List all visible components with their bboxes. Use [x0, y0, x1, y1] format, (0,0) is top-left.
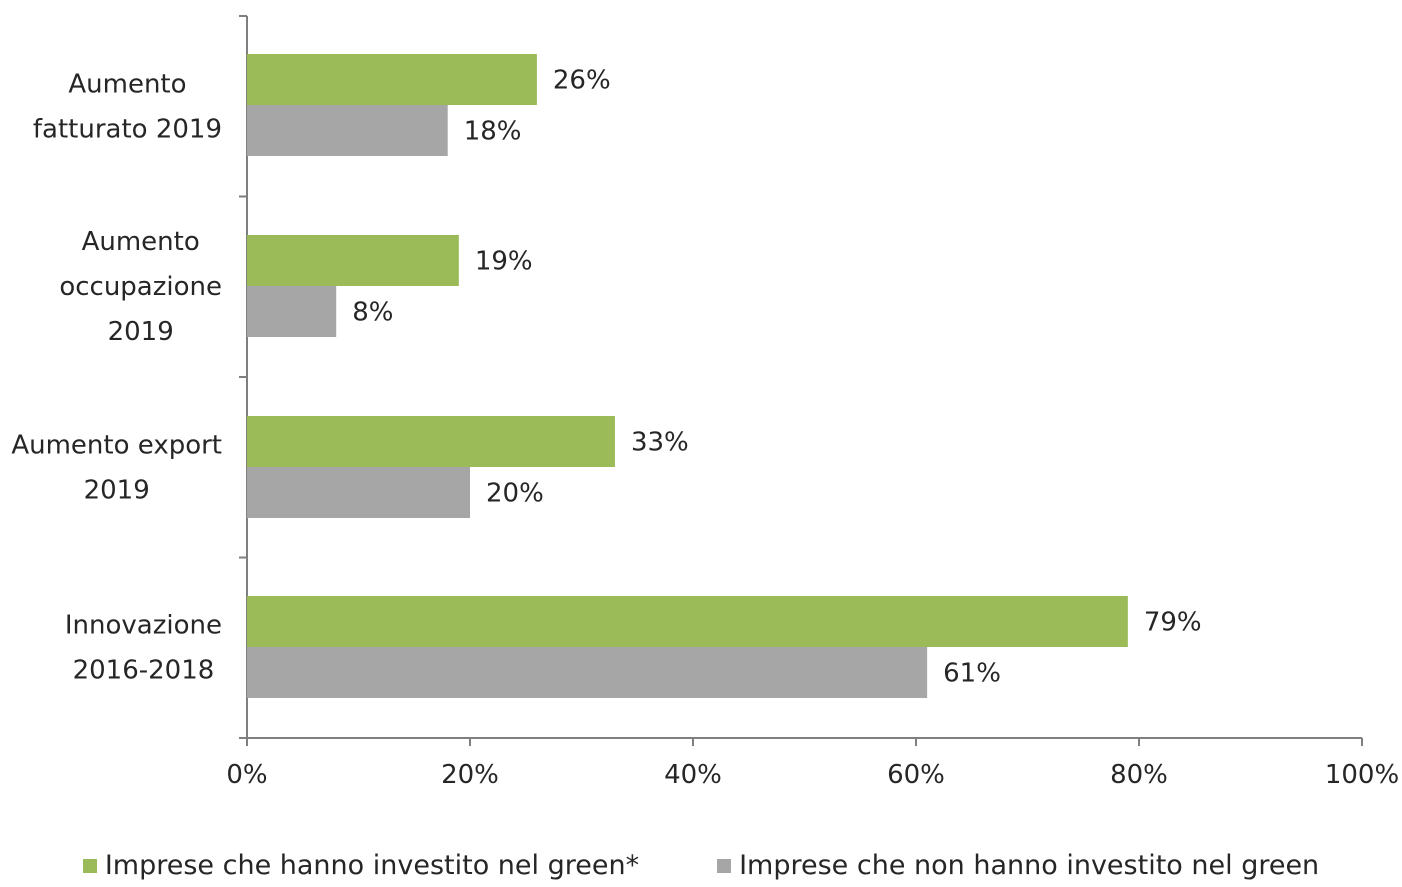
category-label-line: Aumento export — [11, 431, 222, 461]
value-label: 20% — [486, 479, 544, 509]
bar-not-green — [247, 105, 448, 156]
bar-green — [247, 596, 1128, 647]
value-label: 61% — [943, 659, 1001, 689]
legend-label-not-green: Imprese che non hanno investito nel gree… — [739, 850, 1320, 881]
legend-label-green: Imprese che hanno investito nel green* — [104, 850, 640, 881]
value-label: 26% — [553, 66, 611, 96]
legend-swatch-green — [82, 859, 97, 873]
x-tick-label: 80% — [1110, 760, 1168, 790]
category-label-line: Aumento — [68, 70, 186, 100]
bar-green — [247, 54, 537, 105]
category-label: Innovazione 2016-2018 — [65, 611, 222, 686]
value-label: 8% — [352, 298, 393, 328]
bar-green — [247, 235, 459, 286]
category-label-line: 2019 — [108, 317, 174, 347]
category-label-line: 2016-2018 — [73, 656, 215, 686]
bars — [247, 54, 1128, 698]
value-label: 33% — [631, 428, 689, 458]
value-label: 18% — [464, 117, 522, 147]
category-label-line: occupazione — [59, 272, 222, 302]
x-tick-label: 60% — [887, 760, 945, 790]
category-label-line: Aumento — [82, 227, 200, 257]
category-label-line: 2019 — [84, 476, 150, 506]
category-label: Aumento occupazione 2019 — [59, 227, 222, 347]
legend-swatch-not-green — [717, 859, 732, 873]
bar-chart: 0% 20% 40% 60% 80% 100%Aumento fatturato 2019A… — [11, 15, 1399, 791]
category-label-line: Innovazione — [65, 611, 222, 641]
x-tick-label: 0% — [226, 760, 267, 790]
x-tick-label: 20% — [441, 760, 499, 790]
bar-not-green — [247, 467, 470, 518]
x-tick-label: 100% — [1325, 760, 1399, 790]
bar-not-green — [247, 286, 337, 337]
bar-not-green — [247, 647, 928, 698]
value-label: 79% — [1144, 608, 1202, 638]
legend-item-not-green: Imprese che non hanno investito nel gree… — [717, 846, 1319, 886]
legend-item-green: Imprese che hanno investito nel green* — [82, 846, 640, 886]
category-label: Aumento export 2019 — [11, 431, 222, 506]
category-label: Aumento fatturato 2019 — [33, 70, 222, 145]
legend: Imprese che hanno investito nel green* I… — [0, 846, 1402, 886]
value-label: 19% — [475, 247, 533, 277]
bar-green — [247, 416, 615, 467]
labels: 0% 20% 40% 60% 80% 100%Aumento fatturato 2019A… — [11, 66, 1399, 791]
x-tick-label: 40% — [664, 760, 722, 790]
category-label-line: fatturato 2019 — [33, 115, 222, 145]
